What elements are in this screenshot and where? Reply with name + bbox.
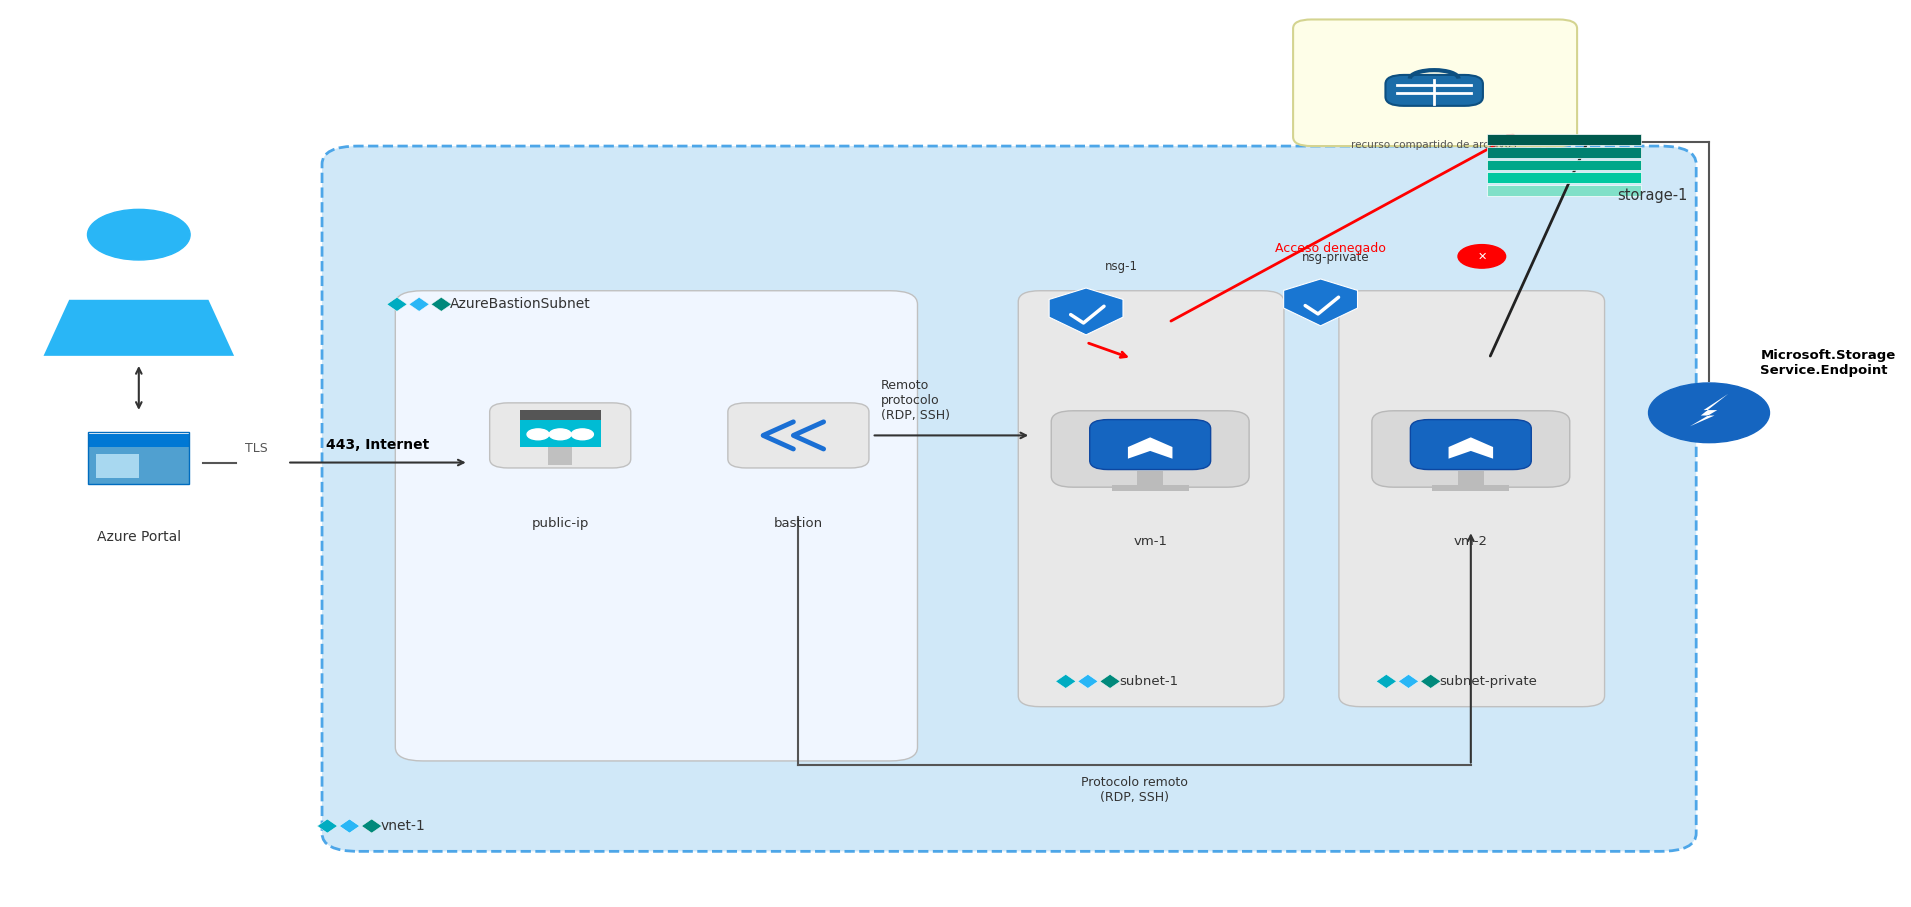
Polygon shape [1399, 675, 1418, 688]
FancyBboxPatch shape [1385, 75, 1483, 106]
Bar [1487, 134, 1642, 145]
Bar [1458, 471, 1485, 487]
Polygon shape [1420, 675, 1441, 688]
Polygon shape [409, 297, 430, 311]
Bar [520, 410, 600, 422]
Polygon shape [1049, 288, 1124, 335]
Text: ✕: ✕ [1477, 251, 1487, 261]
Circle shape [548, 429, 571, 440]
Text: AzureBastionSubnet: AzureBastionSubnet [451, 297, 590, 311]
Text: TLS: TLS [245, 443, 268, 455]
Polygon shape [1055, 675, 1076, 688]
Polygon shape [386, 297, 407, 311]
Bar [1112, 485, 1189, 492]
FancyBboxPatch shape [323, 146, 1697, 852]
Bar [1137, 471, 1164, 487]
Polygon shape [1689, 394, 1728, 426]
Text: Microsoft.Storage
Service.Endpoint: Microsoft.Storage Service.Endpoint [1760, 348, 1896, 376]
FancyBboxPatch shape [1340, 291, 1605, 707]
FancyBboxPatch shape [1089, 420, 1212, 470]
Text: bastion: bastion [774, 517, 824, 530]
FancyBboxPatch shape [1294, 19, 1577, 146]
Text: Acceso denegado: Acceso denegado [1275, 241, 1385, 255]
Polygon shape [44, 300, 233, 356]
Polygon shape [1376, 675, 1397, 688]
Bar [1433, 485, 1510, 492]
Text: Azure Portal: Azure Portal [97, 531, 182, 544]
Circle shape [1458, 245, 1506, 268]
FancyBboxPatch shape [728, 403, 870, 468]
Polygon shape [361, 819, 382, 833]
Bar [88, 432, 189, 484]
Text: subnet-1: subnet-1 [1120, 675, 1179, 688]
Polygon shape [432, 297, 451, 311]
Polygon shape [1449, 437, 1492, 459]
Polygon shape [317, 819, 338, 833]
FancyBboxPatch shape [1019, 291, 1284, 707]
Bar [96, 454, 140, 478]
Text: vm-1: vm-1 [1133, 535, 1168, 548]
Circle shape [88, 210, 189, 260]
Text: recurso compartido de archivos: recurso compartido de archivos [1351, 140, 1517, 150]
Polygon shape [1127, 437, 1173, 459]
Bar [88, 447, 189, 484]
Circle shape [1649, 383, 1770, 443]
FancyBboxPatch shape [396, 291, 917, 761]
FancyBboxPatch shape [1410, 420, 1531, 470]
Polygon shape [1078, 675, 1099, 688]
Text: vnet-1: vnet-1 [380, 819, 426, 833]
Bar [548, 447, 571, 465]
Circle shape [571, 429, 594, 440]
FancyBboxPatch shape [489, 403, 631, 468]
Circle shape [527, 429, 548, 440]
Bar [520, 420, 600, 447]
Polygon shape [1284, 279, 1357, 326]
Polygon shape [111, 268, 166, 296]
Text: nsg-private: nsg-private [1301, 250, 1370, 264]
Bar [1487, 147, 1642, 158]
Text: storage-1: storage-1 [1617, 189, 1687, 203]
Bar [1487, 185, 1642, 196]
Bar [1487, 172, 1642, 183]
Bar [88, 434, 189, 450]
Text: Protocolo remoto
(RDP, SSH): Protocolo remoto (RDP, SSH) [1082, 776, 1189, 805]
Text: nsg-1: nsg-1 [1105, 259, 1137, 273]
Bar [1487, 160, 1642, 171]
Text: subnet-private: subnet-private [1439, 675, 1538, 688]
Text: public-ip: public-ip [531, 517, 589, 530]
Text: vm-2: vm-2 [1454, 535, 1489, 548]
Polygon shape [340, 819, 359, 833]
Polygon shape [1101, 675, 1120, 688]
FancyBboxPatch shape [1372, 411, 1569, 487]
Text: 443, Internet: 443, Internet [327, 438, 430, 452]
Text: Remoto
protocolo
(RDP, SSH): Remoto protocolo (RDP, SSH) [881, 379, 950, 422]
FancyBboxPatch shape [1051, 411, 1250, 487]
